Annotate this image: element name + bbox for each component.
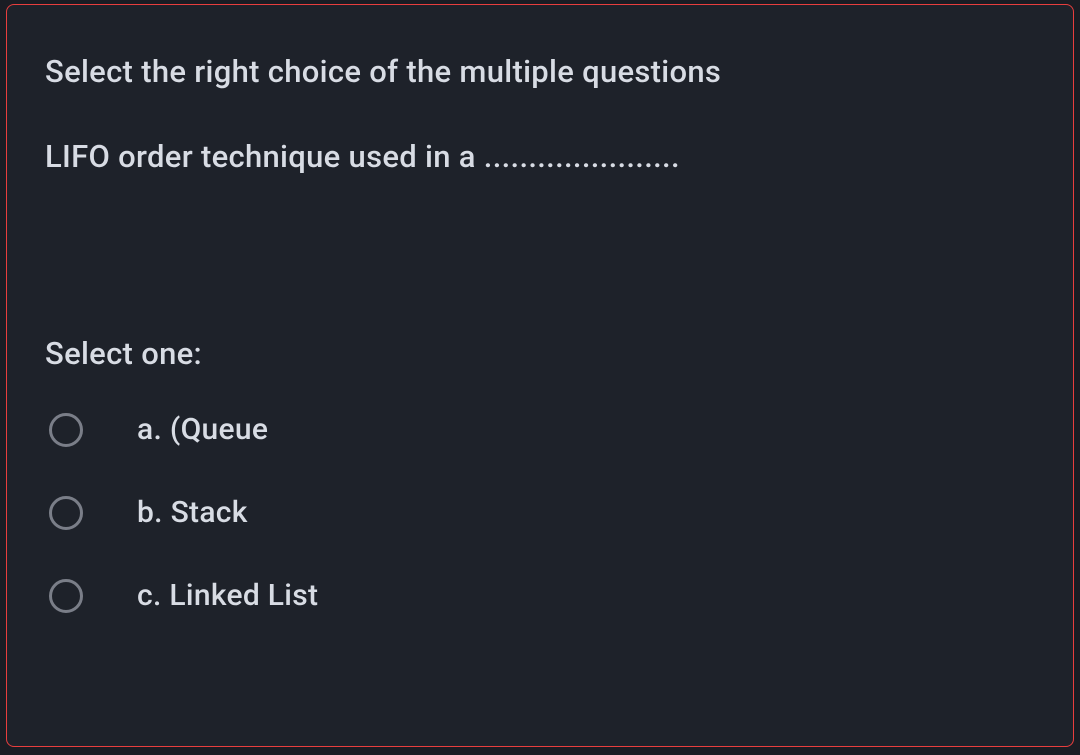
option-label-b: b. Stack xyxy=(137,495,248,530)
option-row-b[interactable]: b. Stack xyxy=(45,495,1035,530)
select-one-label: Select one: xyxy=(45,335,1035,372)
radio-button-b[interactable] xyxy=(49,496,83,530)
radio-button-a[interactable] xyxy=(49,413,83,447)
radio-button-c[interactable] xyxy=(49,579,83,613)
question-prompt: LIFO order technique used in a .........… xyxy=(45,138,1035,175)
option-row-c[interactable]: c. Linked List xyxy=(45,578,1035,613)
option-row-a[interactable]: a. (Queue xyxy=(45,412,1035,447)
option-label-a: a. (Queue xyxy=(137,412,268,447)
question-container: Select the right choice of the multiple … xyxy=(6,4,1074,747)
option-label-c: c. Linked List xyxy=(137,578,318,613)
instruction-text: Select the right choice of the multiple … xyxy=(45,53,1035,90)
